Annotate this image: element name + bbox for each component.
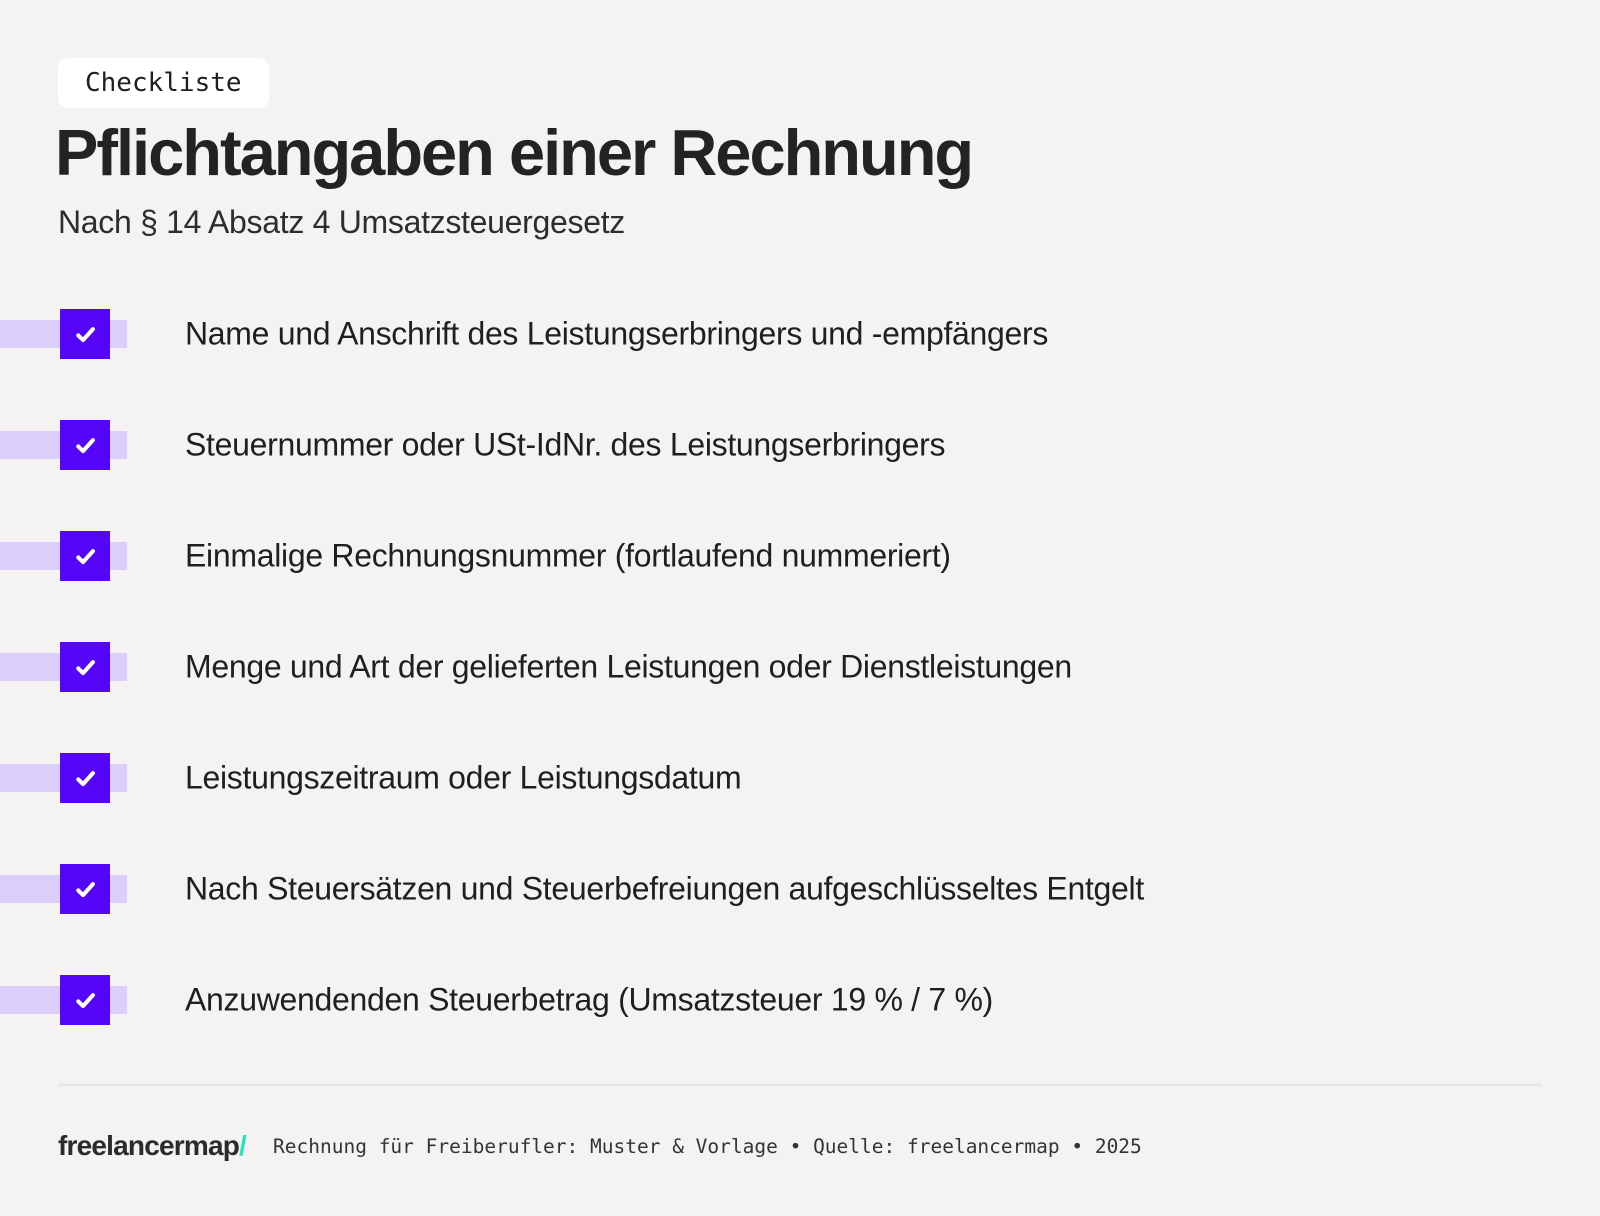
footer: freelancermap/ Rechnung für Freiberufler… — [58, 1130, 1142, 1162]
logo-text: freelancermap — [58, 1130, 240, 1161]
checkmark-icon — [75, 992, 95, 1008]
page-title: Pflichtangaben einer Rechnung — [55, 116, 974, 189]
checkmark-icon — [75, 659, 95, 675]
footer-caption: Rechnung für Freiberufler: Muster & Vorl… — [273, 1134, 1142, 1158]
badge-label: Checkliste — [85, 68, 242, 98]
checklist-item-label: Steuernummer oder USt-IdNr. des Leistung… — [185, 426, 946, 463]
logo-slash: / — [239, 1130, 247, 1161]
checklist-item: Name und Anschrift des Leistungserbringe… — [0, 309, 1600, 359]
footer-divider — [58, 1084, 1542, 1086]
checklist-item: Anzuwendenden Steuerbetrag (Umsatzsteuer… — [0, 975, 1600, 1025]
checkbox-checked — [60, 975, 110, 1025]
freelancermap-logo: freelancermap/ — [58, 1130, 247, 1162]
checklist-item: Nach Steuersätzen und Steuerbefreiungen … — [0, 864, 1600, 914]
page-subtitle: Nach § 14 Absatz 4 Umsatzsteuergesetz — [58, 204, 625, 240]
checkmark-icon — [75, 881, 95, 897]
checkliste-badge: Checkliste — [58, 58, 269, 108]
checkmark-icon — [75, 770, 95, 786]
checklist-item: Steuernummer oder USt-IdNr. des Leistung… — [0, 420, 1600, 470]
checklist-item-label: Leistungszeitraum oder Leistungsdatum — [185, 759, 742, 796]
checklist: Name und Anschrift des Leistungserbringe… — [0, 309, 1600, 1086]
checkbox-checked — [60, 531, 110, 581]
checkbox-checked — [60, 642, 110, 692]
checklist-item: Menge und Art der gelieferten Leistungen… — [0, 642, 1600, 692]
checklist-item-label: Name und Anschrift des Leistungserbringe… — [185, 315, 1049, 352]
checkbox-checked — [60, 753, 110, 803]
checkmark-icon — [75, 437, 95, 453]
checklist-item-label: Menge und Art der gelieferten Leistungen… — [185, 648, 1072, 685]
checkmark-icon — [75, 326, 95, 342]
checkbox-checked — [60, 864, 110, 914]
checkbox-checked — [60, 420, 110, 470]
checklist-item-label: Einmalige Rechnungsnummer (fortlaufend n… — [185, 537, 951, 574]
checklist-item: Einmalige Rechnungsnummer (fortlaufend n… — [0, 531, 1600, 581]
checklist-item-label: Anzuwendenden Steuerbetrag (Umsatzsteuer… — [185, 981, 993, 1018]
checkbox-checked — [60, 309, 110, 359]
checkmark-icon — [75, 548, 95, 564]
checklist-item: Leistungszeitraum oder Leistungsdatum — [0, 753, 1600, 803]
checklist-item-label: Nach Steuersätzen und Steuerbefreiungen … — [185, 870, 1144, 907]
